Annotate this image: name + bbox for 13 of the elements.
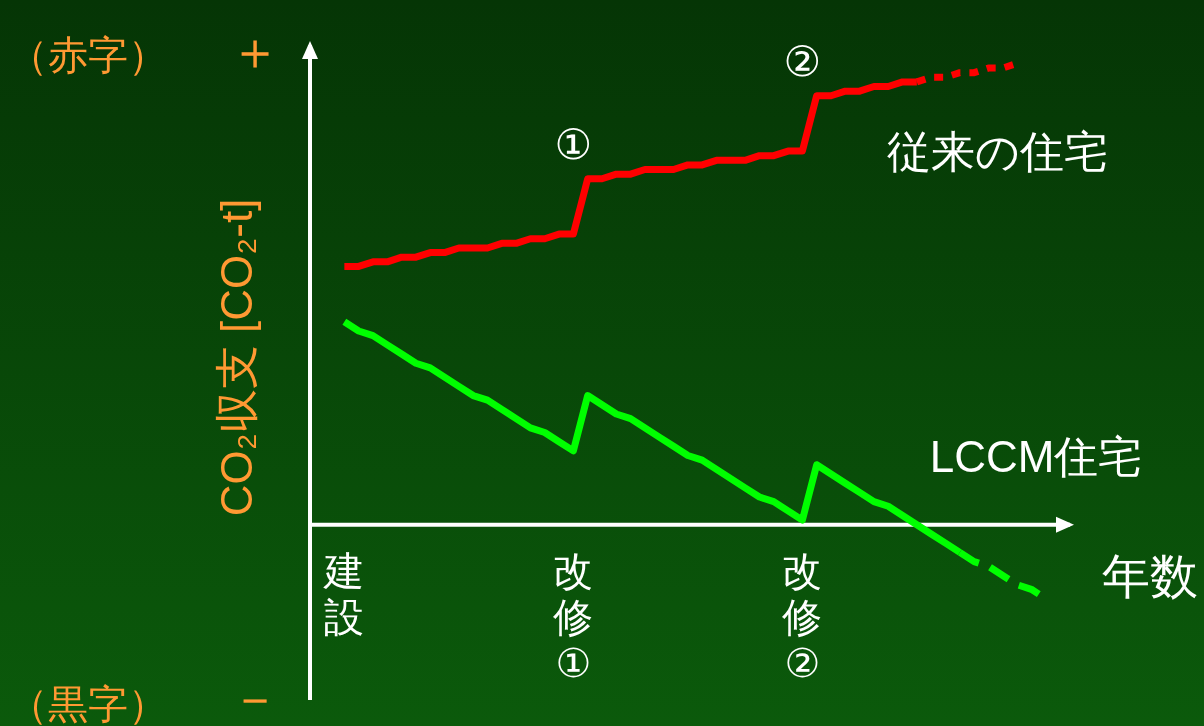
y-axis-title: CO₂収支 [CO₂-t] bbox=[211, 198, 261, 517]
series-label: 従来の住宅 bbox=[886, 126, 1108, 176]
series-label: LCCM住宅 bbox=[929, 432, 1143, 482]
x-axis-title: 年数 bbox=[1102, 549, 1198, 603]
annotation: ② bbox=[783, 38, 822, 86]
x-tick-label: 改修① bbox=[553, 548, 594, 685]
text: （黒字） bbox=[8, 682, 168, 726]
text: （赤字） bbox=[8, 33, 168, 77]
annotation: ① bbox=[554, 121, 593, 169]
text: ＋ bbox=[229, 22, 281, 80]
x-tick-label: 改修② bbox=[782, 548, 823, 685]
text: － bbox=[229, 669, 281, 726]
x-tick-label: 建設 bbox=[323, 548, 365, 639]
